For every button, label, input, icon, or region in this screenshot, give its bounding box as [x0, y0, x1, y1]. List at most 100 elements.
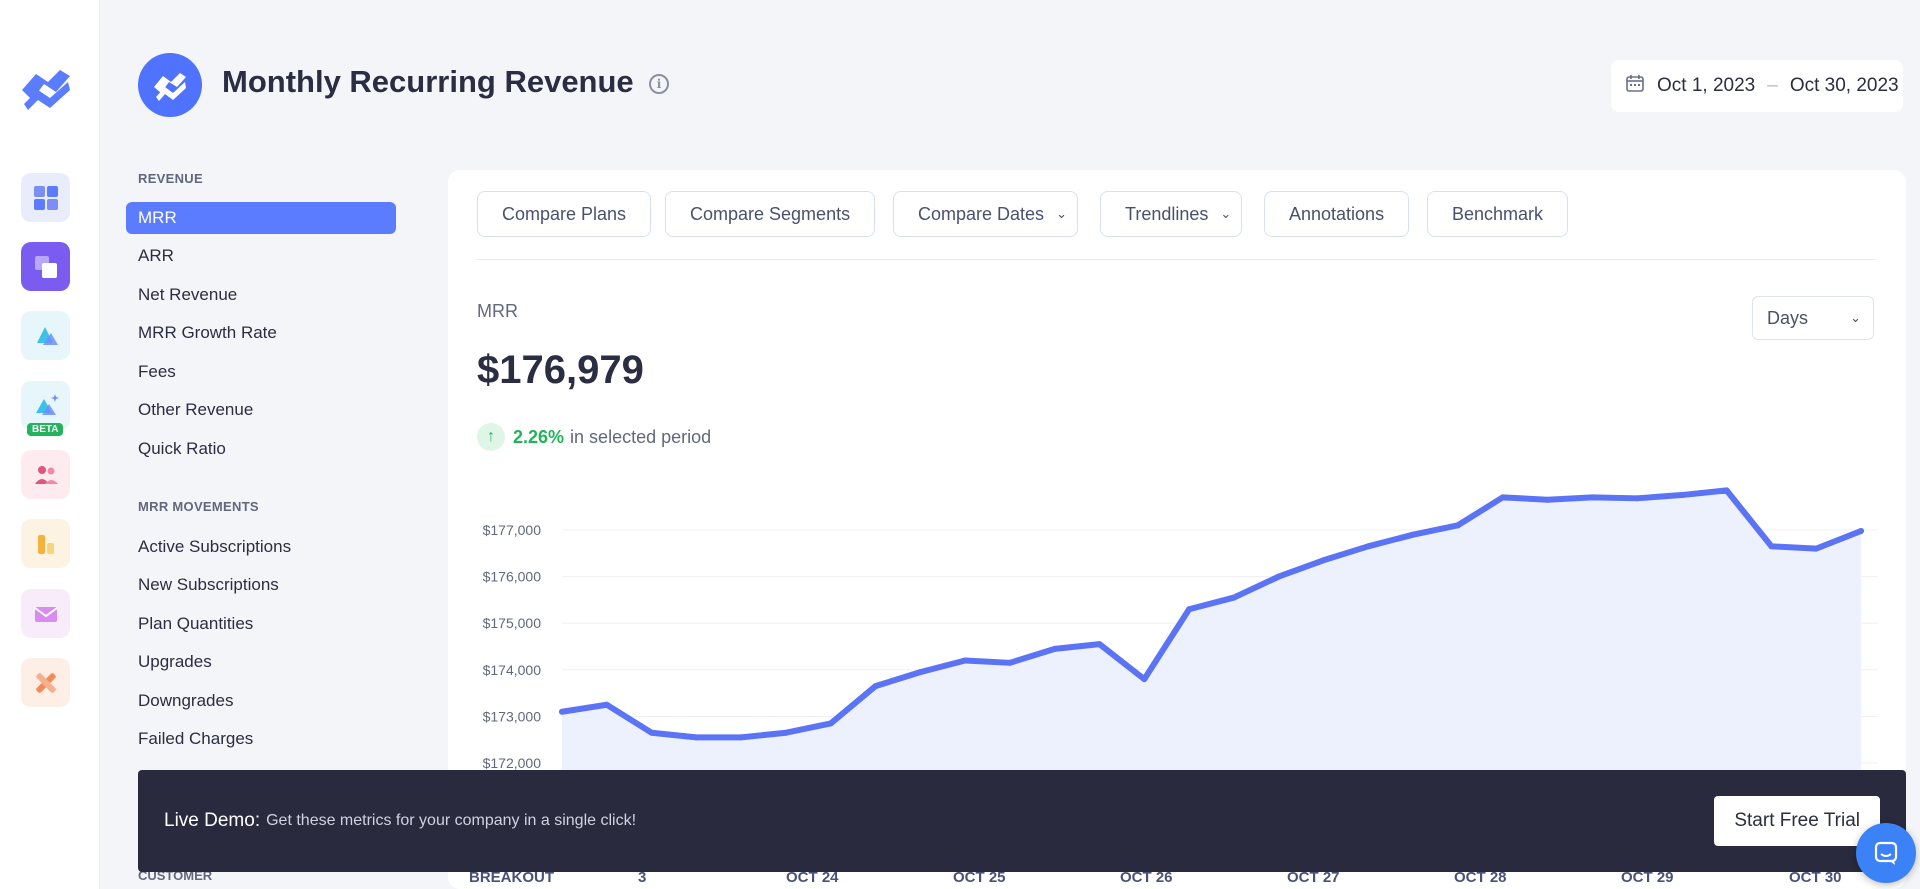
start-free-trial-button[interactable]: Start Free Trial [1714, 796, 1880, 846]
chevron-down-icon: ⌄ [1056, 206, 1067, 221]
compare-segments-label: Compare Segments [690, 203, 851, 224]
data-point[interactable] [1320, 557, 1327, 564]
data-point[interactable] [1858, 527, 1864, 534]
trendlines-button[interactable]: Trendlines ⌄ [1100, 191, 1243, 237]
ai-insights-icon[interactable] [21, 381, 70, 430]
icon-rail: BETA [0, 0, 100, 889]
data-point[interactable] [1410, 531, 1417, 538]
data-point[interactable] [1589, 494, 1596, 501]
chat-icon[interactable] [1856, 823, 1916, 883]
annotations-button[interactable]: Annotations [1264, 191, 1410, 237]
compare-dates-button[interactable]: Compare Dates ⌄ [893, 191, 1078, 237]
x-tick-label: OCT 28 [1454, 869, 1507, 886]
trendlines-label: Trendlines [1125, 203, 1209, 224]
reports-icon[interactable] [21, 242, 70, 291]
x-tick-label: BREAKOUT [469, 869, 554, 886]
nav-item-mrr[interactable]: MRR [126, 202, 396, 234]
nav-item-fees[interactable]: Fees [138, 362, 176, 381]
page-title: Monthly Recurring Revenue [222, 64, 634, 99]
mail-icon[interactable] [21, 589, 70, 638]
chevron-down-icon: ⌄ [1850, 310, 1861, 325]
banner-text: Get these metrics for your company in a … [266, 812, 637, 829]
compare-plans-button[interactable]: Compare Plans [477, 191, 652, 237]
nav-item-other-revenue[interactable]: Other Revenue [138, 400, 254, 419]
annotations-label: Annotations [1289, 203, 1385, 224]
x-tick-label: OCT 29 [1621, 869, 1674, 886]
nav-item-active-subscriptions[interactable]: Active Subscriptions [138, 537, 292, 556]
metric-value: $176,979 [477, 348, 644, 392]
nav-item-mrr-growth-rate[interactable]: MRR Growth Rate [138, 323, 277, 342]
data-point[interactable] [648, 729, 655, 736]
bar-chart-icon[interactable] [21, 519, 70, 568]
interval-value: Days [1767, 307, 1809, 328]
y-tick-label: $172,000 [483, 755, 542, 770]
data-point[interactable] [559, 708, 565, 715]
mrr-series-line[interactable] [559, 487, 1864, 741]
data-point[interactable] [1544, 496, 1551, 503]
mrr-area-chart: $177,000 $176,000 $175,000 $174,000 $173,000… [483, 487, 1878, 770]
nav-item-arr[interactable]: ARR [138, 246, 174, 265]
data-point[interactable] [603, 701, 610, 708]
data-point[interactable] [1723, 487, 1730, 494]
chartmogul-logo-icon[interactable] [18, 60, 74, 116]
x-tick-label: OCT 25 [953, 869, 1006, 886]
compare-segments-button[interactable]: Compare Segments [665, 191, 876, 237]
nav-item-upgrades[interactable]: Upgrades [138, 652, 212, 671]
y-tick-label: $174,000 [483, 662, 542, 678]
y-tick-label: $177,000 [483, 522, 542, 538]
data-point[interactable] [1634, 495, 1641, 502]
data-point[interactable] [1051, 645, 1058, 652]
data-point[interactable] [1678, 492, 1685, 499]
analytics-icon[interactable] [21, 311, 70, 360]
customers-icon[interactable] [21, 450, 70, 499]
data-point[interactable] [1230, 594, 1237, 601]
dashboard-icon[interactable] [21, 173, 70, 222]
y-tick-label: $173,000 [483, 708, 542, 724]
toolbar-divider [477, 259, 1875, 260]
nav-item-plan-quantities[interactable]: Plan Quantities [138, 614, 254, 633]
x-tick-label: OCT 30 [1789, 869, 1842, 886]
data-point[interactable] [917, 669, 924, 676]
nav-item-net-revenue[interactable]: Net Revenue [138, 285, 238, 304]
data-point[interactable] [962, 657, 969, 664]
metric-label: MRR [477, 301, 518, 321]
x-tick-label: OCT 26 [1120, 869, 1173, 886]
nav-item-downgrades[interactable]: Downgrades [138, 691, 234, 710]
data-point[interactable] [1096, 641, 1103, 648]
data-point[interactable] [1141, 676, 1148, 683]
date-range-picker[interactable]: Oct 1, 2023 – Oct 30, 2023 [1611, 60, 1903, 112]
data-point[interactable] [782, 729, 789, 736]
data-point[interactable] [1499, 494, 1506, 501]
date-separator: – [1767, 75, 1778, 96]
y-tick-label: $176,000 [483, 569, 542, 585]
data-point[interactable] [1275, 573, 1282, 580]
benchmark-button[interactable]: Benchmark [1427, 191, 1569, 237]
data-point[interactable] [1006, 659, 1013, 666]
compare-plans-label: Compare Plans [502, 203, 627, 224]
data-point[interactable] [872, 683, 879, 690]
data-point[interactable] [1454, 522, 1461, 529]
interval-select[interactable]: Days ⌄ [1752, 296, 1874, 340]
info-icon[interactable]: i [649, 74, 669, 94]
calendar-icon [1625, 73, 1645, 99]
data-point[interactable] [1365, 543, 1372, 550]
data-point[interactable] [693, 734, 700, 741]
nav-item-failed-charges[interactable]: Failed Charges [138, 729, 254, 748]
nav-item-quick-ratio[interactable]: Quick Ratio [138, 439, 226, 458]
banner-title: Live Demo: [164, 810, 261, 831]
data-point[interactable] [738, 734, 745, 741]
compare-dates-label: Compare Dates [918, 203, 1045, 224]
date-end: Oct 30, 2023 [1789, 75, 1899, 96]
nav-item-new-subscriptions[interactable]: New Subscriptions [138, 575, 279, 594]
benchmark-label: Benchmark [1452, 203, 1544, 224]
data-point[interactable] [1813, 545, 1820, 552]
change-indicator: ↑ 2.26% in selected period [477, 423, 711, 451]
live-demo-banner: Live Demo: Get these metrics for your co… [138, 770, 1906, 872]
x-tick-label: 3 [638, 869, 647, 886]
data-point[interactable] [827, 720, 834, 727]
x-tick-label: OCT 24 [786, 869, 839, 886]
data-point[interactable] [1186, 606, 1193, 613]
beta-badge: BETA [27, 423, 64, 436]
data-point[interactable] [1768, 543, 1775, 550]
tools-icon[interactable] [21, 658, 70, 707]
